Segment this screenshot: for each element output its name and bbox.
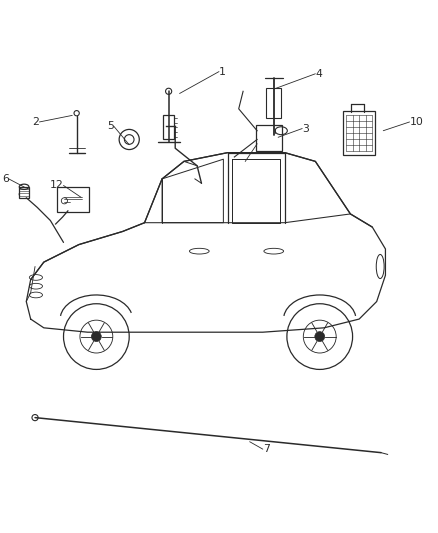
Text: 7: 7 xyxy=(263,444,270,454)
Circle shape xyxy=(92,332,101,342)
Text: 12: 12 xyxy=(50,181,64,190)
FancyBboxPatch shape xyxy=(19,187,29,198)
Text: 10: 10 xyxy=(410,117,424,127)
FancyBboxPatch shape xyxy=(256,125,282,151)
Text: 2: 2 xyxy=(32,117,39,127)
FancyBboxPatch shape xyxy=(57,187,89,212)
Text: 3: 3 xyxy=(302,124,309,134)
FancyBboxPatch shape xyxy=(343,111,375,155)
Text: 4: 4 xyxy=(315,69,322,79)
Text: 5: 5 xyxy=(107,122,114,131)
FancyBboxPatch shape xyxy=(266,88,281,118)
Circle shape xyxy=(315,332,325,342)
Text: 1: 1 xyxy=(219,67,226,77)
FancyBboxPatch shape xyxy=(163,115,174,140)
Text: 6: 6 xyxy=(2,174,9,184)
